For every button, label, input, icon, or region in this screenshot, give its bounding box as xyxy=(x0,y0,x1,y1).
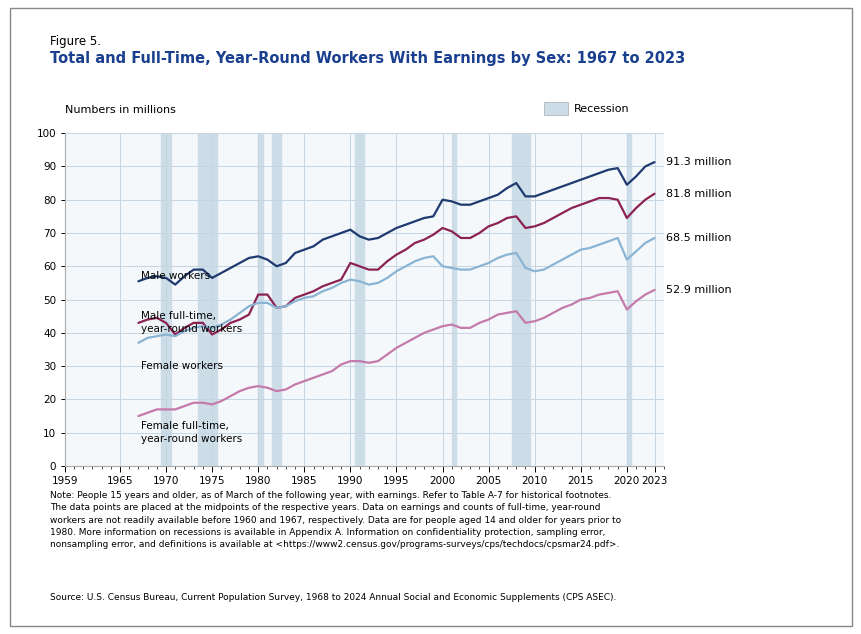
Bar xyxy=(198,133,216,466)
Text: Female workers: Female workers xyxy=(141,361,223,371)
Text: Note: People 15 years and older, as of March of the following year, with earning: Note: People 15 years and older, as of M… xyxy=(50,491,621,549)
Bar xyxy=(161,133,170,466)
Text: Source: U.S. Census Bureau, Current Population Survey, 1968 to 2024 Annual Socia: Source: U.S. Census Bureau, Current Popu… xyxy=(50,593,616,602)
Text: 81.8 million: 81.8 million xyxy=(665,189,730,198)
Bar xyxy=(451,133,455,466)
Bar xyxy=(272,133,281,466)
Bar xyxy=(626,133,631,466)
Text: 52.9 million: 52.9 million xyxy=(665,285,730,295)
Text: Total and Full-Time, Year-Round Workers With Earnings by Sex: 1967 to 2023: Total and Full-Time, Year-Round Workers … xyxy=(50,51,684,66)
Text: Numbers in millions: Numbers in millions xyxy=(65,105,176,115)
Text: Female full-time,
year-round workers: Female full-time, year-round workers xyxy=(141,421,242,444)
Text: Male workers: Male workers xyxy=(141,271,210,281)
Text: 68.5 million: 68.5 million xyxy=(665,233,730,243)
Text: 91.3 million: 91.3 million xyxy=(665,157,730,167)
Text: Figure 5.: Figure 5. xyxy=(50,35,101,48)
Bar xyxy=(355,133,364,466)
Bar xyxy=(258,133,263,466)
Text: Male full-time,
year-round workers: Male full-time, year-round workers xyxy=(141,311,242,334)
FancyBboxPatch shape xyxy=(543,102,567,115)
Bar xyxy=(511,133,530,466)
Text: Recession: Recession xyxy=(573,103,629,113)
